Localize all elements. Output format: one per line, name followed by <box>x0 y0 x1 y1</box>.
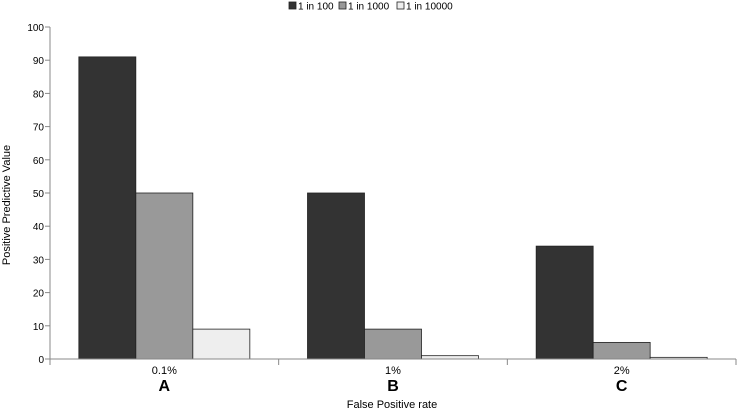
category-letter: C <box>616 378 628 395</box>
y-tick-label: 100 <box>27 23 44 34</box>
bar-1-0 <box>307 192 365 360</box>
bars <box>78 56 708 360</box>
x-tick-label: 2% <box>614 365 630 377</box>
x-tick-label: 0.1% <box>152 365 177 377</box>
bar-1-1 <box>364 328 422 360</box>
bar-0-1 <box>135 192 194 360</box>
y-tick-label: 60 <box>33 156 45 167</box>
x-axis: 0.1%A 1%B 2%C <box>49 358 737 395</box>
legend-label-2: 1 in 10000 <box>406 2 453 13</box>
bar-2-1 <box>592 341 651 360</box>
legend-swatch-0 <box>288 1 297 10</box>
category-letter: B <box>387 378 399 395</box>
y-tick-label: 80 <box>33 89 45 100</box>
bar-0-2 <box>192 328 251 360</box>
y-tick-label: 90 <box>33 56 45 67</box>
legend-label-1: 1 in 1000 <box>348 2 390 13</box>
category-letter: A <box>159 378 171 395</box>
legend-swatch-2 <box>396 1 405 10</box>
legend: 1 in 100 1 in 1000 1 in 10000 <box>288 1 453 13</box>
y-tick-label: 30 <box>33 255 45 266</box>
y-tick-label: 20 <box>33 289 45 300</box>
y-tick-label: 10 <box>33 322 45 333</box>
y-axis-label: Positive Predictive Value <box>1 145 13 265</box>
y-tick-label: 40 <box>33 222 45 233</box>
bar-0-0 <box>78 56 137 360</box>
y-tick-label: 0 <box>38 355 44 366</box>
y-tick-label: 50 <box>33 189 45 200</box>
bar-2-0 <box>535 245 594 360</box>
y-tick-label: 70 <box>33 123 45 134</box>
y-axis: 0 10 20 30 40 50 60 70 80 90 100 <box>27 23 51 366</box>
x-tick-label: 1% <box>385 365 401 377</box>
legend-swatch-1 <box>338 1 347 10</box>
legend-label-0: 1 in 100 <box>298 2 334 13</box>
x-axis-label: False Positive rate <box>347 399 437 411</box>
